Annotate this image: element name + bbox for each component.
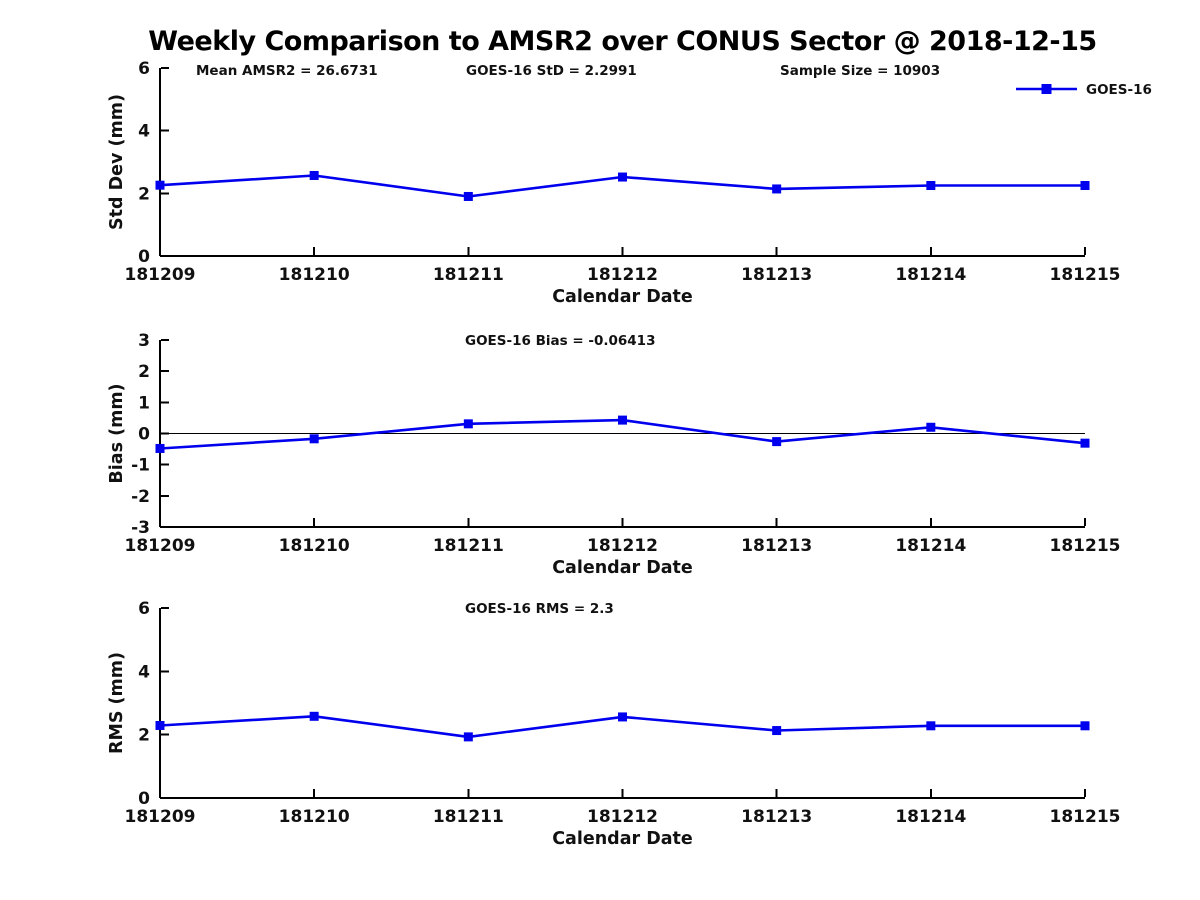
y-axis-title: RMS (mm): [107, 652, 127, 754]
x-tick-label: 181210: [279, 265, 350, 285]
x-tick-label: 181212: [587, 807, 658, 827]
data-point-marker: [926, 181, 936, 190]
x-tick-label: 181209: [125, 265, 196, 285]
data-point-marker: [772, 184, 782, 194]
x-tick-label: 181209: [125, 536, 196, 556]
y-axis-title: Std Dev (mm): [107, 94, 127, 230]
y-tick-label: 0: [138, 247, 150, 267]
y-tick-label: 0: [138, 425, 150, 445]
data-point-marker: [1080, 438, 1090, 448]
y-tick-label: 2: [138, 362, 150, 382]
data-point-marker: [155, 180, 165, 190]
data-point-marker: [1080, 721, 1090, 731]
annotation-text: GOES-16 RMS = 2.3: [465, 601, 614, 617]
annotation-text: Sample Size = 10903: [780, 63, 940, 79]
x-axis-title: Calendar Date: [552, 558, 693, 578]
data-point-marker: [1080, 181, 1090, 190]
data-point-marker: [772, 437, 782, 447]
data-point-marker: [309, 434, 319, 444]
x-tick-label: 181209: [125, 807, 196, 827]
x-tick-label: 181210: [279, 536, 350, 556]
legend: GOES-16: [1016, 82, 1152, 98]
data-point-marker: [926, 422, 936, 432]
y-tick-label: 2: [138, 184, 150, 204]
x-tick-label: 181214: [895, 536, 966, 556]
x-tick-label: 181211: [433, 536, 504, 556]
x-axis-title: Calendar Date: [552, 829, 693, 849]
data-point-marker: [926, 721, 936, 731]
x-axis-title: Calendar Date: [552, 287, 693, 307]
y-tick-label: 6: [138, 599, 150, 619]
data-point-marker: [463, 419, 473, 429]
x-tick-label: 181214: [895, 265, 966, 285]
annotation-text: Mean AMSR2 = 26.6731: [196, 63, 378, 79]
x-tick-label: 181213: [741, 536, 812, 556]
x-tick-label: 181213: [741, 807, 812, 827]
x-tick-label: 181215: [1050, 807, 1121, 827]
data-point-marker: [155, 443, 165, 453]
x-tick-label: 181211: [433, 807, 504, 827]
y-tick-label: 2: [138, 726, 150, 746]
data-point-marker: [618, 712, 627, 722]
annotation-text: GOES-16 Bias = -0.06413: [465, 333, 655, 349]
y-tick-label: 6: [138, 59, 150, 79]
data-point-marker: [463, 191, 473, 201]
y-tick-label: -1: [131, 456, 150, 476]
y-tick-label: -3: [131, 518, 150, 538]
y-axis-title: Bias (mm): [107, 383, 127, 483]
x-tick-label: 181211: [433, 265, 504, 285]
figure-title: Weekly Comparison to AMSR2 over CONUS Se…: [148, 26, 1097, 57]
x-tick-label: 181212: [587, 536, 658, 556]
data-point-marker: [772, 726, 782, 736]
x-tick-label: 181215: [1050, 536, 1121, 556]
y-tick-label: 3: [138, 331, 150, 351]
data-point-marker: [618, 415, 627, 425]
annotation-text: GOES-16 StD = 2.2991: [466, 63, 637, 79]
y-tick-label: 4: [138, 662, 150, 682]
data-point-marker: [463, 732, 473, 742]
x-tick-label: 181210: [279, 807, 350, 827]
data-point-marker: [155, 720, 165, 730]
data-point-marker: [309, 711, 319, 721]
data-point-marker: [309, 170, 319, 180]
data-point-marker: [618, 172, 627, 182]
x-tick-label: 181214: [895, 807, 966, 827]
x-tick-label: 181213: [741, 265, 812, 285]
subplot-std-dev-mm-: 0 2 4 6 181209 181210 181211 181212 181213 181214…: [107, 59, 1152, 307]
x-tick-label: 181215: [1050, 265, 1121, 285]
legend-marker: [1041, 84, 1052, 94]
subplot-rms-mm-: 0 2 4 6 181209 181210 181211 181212 181213 181214…: [107, 599, 1120, 849]
y-tick-label: -2: [131, 487, 150, 507]
y-tick-label: 0: [138, 789, 150, 809]
y-tick-label: 4: [138, 122, 150, 142]
y-tick-label: 1: [138, 393, 150, 413]
x-tick-label: 181212: [587, 265, 658, 285]
legend-label: GOES-16: [1086, 82, 1152, 98]
